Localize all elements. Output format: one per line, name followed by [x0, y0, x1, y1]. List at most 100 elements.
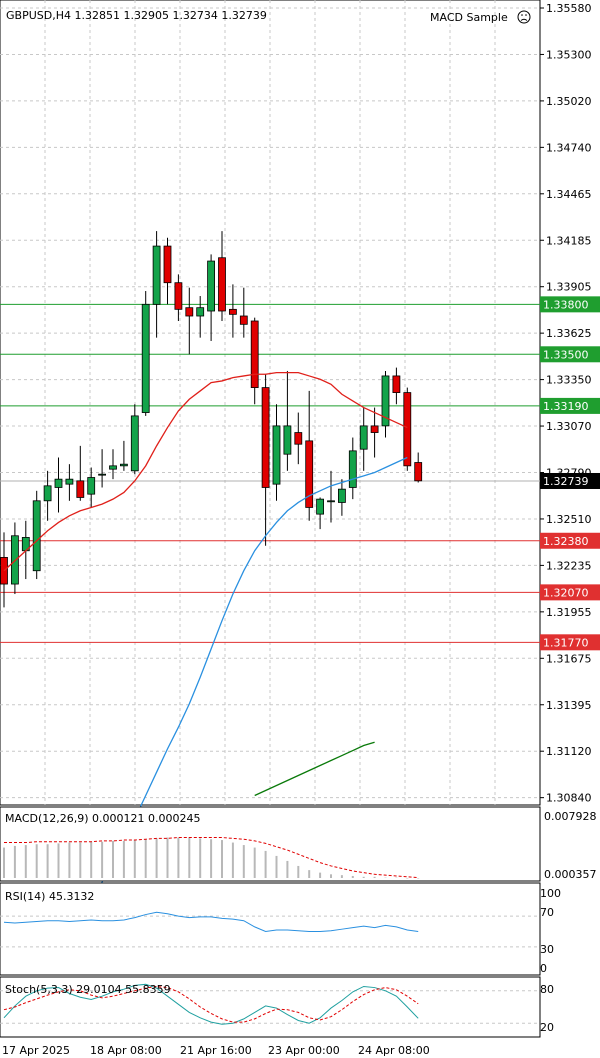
time-label: 23 Apr 00:00	[268, 1044, 340, 1057]
candle	[392, 367, 401, 405]
candle-body	[250, 320, 259, 388]
candle-body	[174, 282, 183, 310]
price-axis-label: 1.35580	[546, 2, 592, 15]
support-level-tag	[540, 532, 600, 549]
macd-label: MACD(12,26,9) 0.000121 0.000245	[5, 812, 201, 825]
candle	[348, 437, 357, 500]
support-level-price: 1.31770	[543, 636, 589, 649]
candle-body	[163, 245, 172, 284]
resistance-level-price: 1.33500	[543, 348, 589, 361]
candle-body	[32, 500, 41, 572]
candle-body	[130, 415, 139, 472]
price-axis-label: 1.32235	[546, 559, 592, 572]
candle	[228, 284, 237, 338]
candle-body	[337, 488, 346, 503]
candle	[370, 407, 379, 458]
candle	[403, 387, 412, 471]
frown-face-icon[interactable]	[517, 10, 531, 24]
candle	[163, 237, 172, 305]
candle-body	[0, 557, 8, 585]
candle	[174, 274, 183, 321]
stoch-signal-line	[3, 985, 419, 1023]
stoch-level-20: 20	[540, 1021, 554, 1034]
candle	[54, 457, 63, 513]
candle	[185, 287, 194, 355]
candle	[218, 231, 226, 321]
time-axis: 17 Apr 2025 18 Apr 08:00 21 Apr 16:00 23…	[2, 1044, 430, 1057]
macd-panel[interactable]	[0, 806, 541, 882]
candle	[261, 374, 270, 546]
candle	[294, 412, 303, 465]
rsi-label: RSI(14) 45.3132	[5, 890, 94, 903]
price-axis-label: 1.35020	[546, 95, 592, 108]
candle-body	[305, 440, 314, 508]
candle	[327, 470, 335, 523]
candle	[305, 390, 314, 521]
candle-body	[327, 500, 335, 503]
rsi-panel[interactable]	[0, 882, 541, 976]
candle-body	[239, 315, 248, 325]
price-axis-label: 1.33070	[546, 420, 592, 433]
candle-body	[414, 462, 423, 482]
candle-body	[359, 425, 368, 450]
candle	[414, 452, 423, 483]
candle-body	[207, 260, 216, 312]
candle-body	[185, 307, 194, 317]
price-axis-label: 1.31675	[546, 652, 592, 665]
candle-body	[54, 478, 63, 488]
ea-name: MACD Sample	[430, 11, 508, 24]
candle-body	[43, 485, 52, 502]
support-level-price: 1.32380	[543, 535, 589, 548]
candle	[141, 291, 150, 416]
candle-body	[65, 478, 74, 485]
time-label: 17 Apr 2025	[2, 1044, 70, 1057]
candle-body	[272, 425, 281, 485]
macd-signal-line	[4, 837, 419, 879]
candle	[283, 370, 292, 471]
current-price-tag	[540, 472, 600, 489]
price-axis-label: 1.31120	[546, 745, 592, 758]
candle	[87, 467, 96, 508]
ma-fast-line	[3, 371, 408, 572]
candle-body	[294, 432, 303, 445]
candle	[32, 490, 41, 580]
candle-body	[141, 303, 150, 413]
candle-body	[98, 473, 106, 476]
time-label: 21 Apr 16:00	[180, 1044, 252, 1057]
macd-axis-top: 0.007928	[544, 810, 597, 823]
rsi-level-100: 100	[540, 887, 561, 900]
macd-histogram-and-signal	[3, 837, 420, 879]
candle-body	[120, 463, 128, 467]
rsi-level-0: 0	[540, 962, 547, 975]
price-axis-label: 1.32510	[546, 513, 592, 526]
support-level-tag	[540, 634, 600, 651]
candle	[381, 370, 390, 438]
price-axis: 1.35580 1.35300 1.35020 1.34740 1.34465 1.341…	[540, 2, 592, 805]
rsi-level-30: 30	[540, 943, 554, 956]
support-resistance-levels: 1.33800 1.33500 1.33190 1.32380 1.32070 1.317…	[0, 296, 600, 651]
candlestick-series	[0, 231, 423, 608]
current-price: 1.32739	[543, 475, 589, 488]
candle-body	[196, 307, 205, 317]
candle-body	[76, 480, 85, 498]
candle	[130, 404, 139, 475]
price-axis-label: 1.34465	[546, 188, 592, 201]
price-axis-label: 1.34185	[546, 234, 592, 247]
price-axis-label: 1.34740	[546, 141, 592, 154]
main-grid	[0, 0, 540, 805]
stoch-level-80: 80	[540, 983, 554, 996]
price-axis-label: 1.31955	[546, 606, 592, 619]
price-axis-label: 1.33625	[546, 327, 592, 340]
candle-body	[218, 257, 226, 312]
symbol-info: GBPUSD,H4 1.32851 1.32905 1.32734 1.3273…	[6, 9, 267, 22]
price-axis-label: 1.31395	[546, 699, 592, 712]
price-axis-label: 1.35300	[546, 48, 592, 61]
stoch-main-line	[3, 983, 419, 1025]
resistance-level-tag	[540, 397, 600, 414]
stoch-label: Stoch(5,3,3) 29.0104 55.8359	[5, 983, 171, 996]
candle	[109, 449, 117, 480]
resistance-level-tag	[540, 346, 600, 363]
candle	[120, 440, 128, 471]
candle-body	[261, 387, 270, 488]
